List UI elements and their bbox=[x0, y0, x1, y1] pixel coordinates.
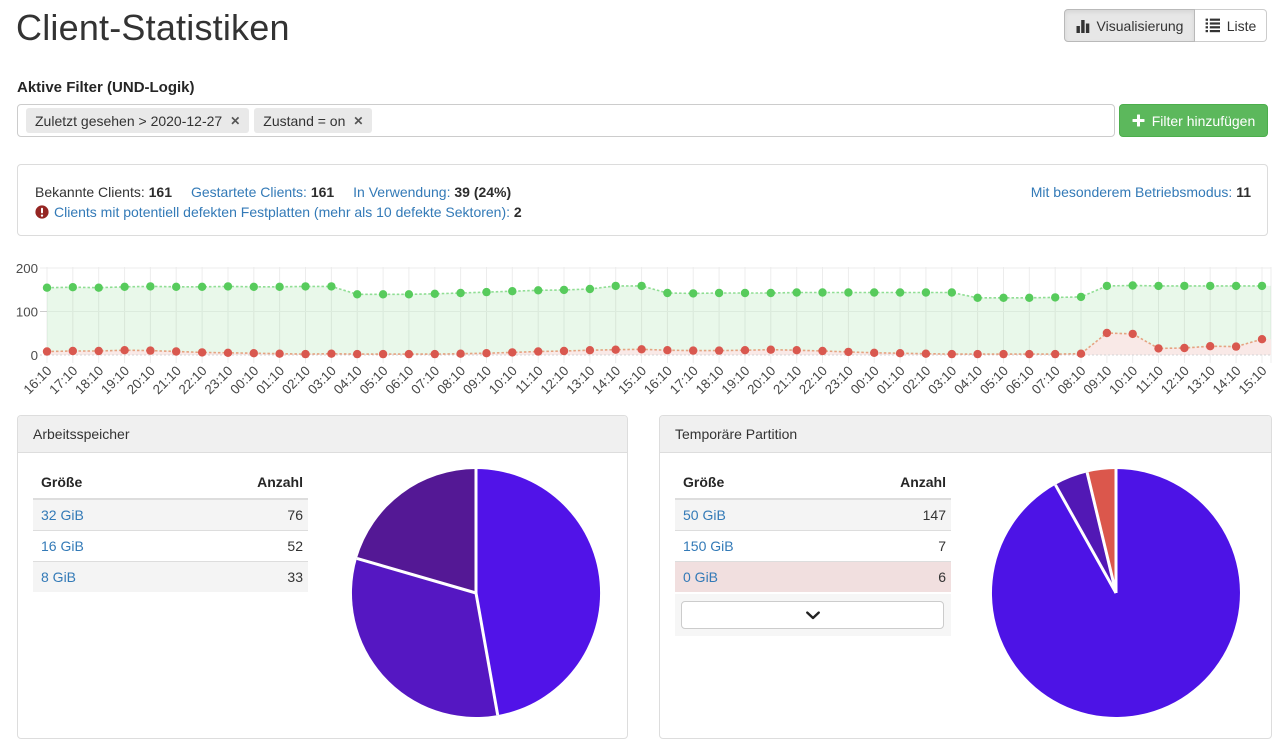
svg-text:04:10: 04:10 bbox=[951, 363, 985, 397]
svg-text:02:10: 02:10 bbox=[279, 363, 313, 397]
svg-text:13:10: 13:10 bbox=[563, 363, 597, 397]
svg-text:10:10: 10:10 bbox=[1106, 363, 1140, 397]
svg-text:17:10: 17:10 bbox=[46, 363, 80, 397]
svg-text:17:10: 17:10 bbox=[667, 363, 701, 397]
svg-text:100: 100 bbox=[16, 304, 38, 319]
svg-text:12:10: 12:10 bbox=[537, 363, 571, 397]
svg-text:12:10: 12:10 bbox=[1158, 363, 1192, 397]
svg-text:06:10: 06:10 bbox=[1003, 363, 1037, 397]
svg-text:11:10: 11:10 bbox=[1133, 363, 1166, 396]
svg-text:23:10: 23:10 bbox=[201, 363, 235, 397]
svg-text:05:10: 05:10 bbox=[357, 363, 391, 397]
svg-text:00:10: 00:10 bbox=[848, 363, 882, 397]
svg-text:0: 0 bbox=[31, 348, 38, 363]
svg-text:04:10: 04:10 bbox=[331, 363, 365, 397]
svg-text:03:10: 03:10 bbox=[305, 363, 339, 397]
svg-text:10:10: 10:10 bbox=[486, 363, 520, 397]
svg-text:03:10: 03:10 bbox=[925, 363, 959, 397]
svg-text:06:10: 06:10 bbox=[382, 363, 416, 397]
svg-text:00:10: 00:10 bbox=[227, 363, 261, 397]
svg-text:14:10: 14:10 bbox=[589, 363, 623, 397]
svg-text:16:10: 16:10 bbox=[641, 363, 675, 397]
svg-text:13:10: 13:10 bbox=[1184, 363, 1218, 397]
svg-text:09:10: 09:10 bbox=[460, 363, 494, 397]
svg-text:08:10: 08:10 bbox=[434, 363, 468, 397]
svg-text:14:10: 14:10 bbox=[1210, 363, 1244, 397]
svg-text:20:10: 20:10 bbox=[744, 363, 778, 397]
svg-text:19:10: 19:10 bbox=[718, 363, 752, 397]
svg-text:21:10: 21:10 bbox=[770, 363, 804, 397]
svg-text:20:10: 20:10 bbox=[124, 363, 158, 397]
svg-text:18:10: 18:10 bbox=[72, 363, 106, 397]
svg-text:15:10: 15:10 bbox=[615, 363, 649, 397]
svg-text:07:10: 07:10 bbox=[408, 363, 442, 397]
svg-text:16:10: 16:10 bbox=[20, 363, 54, 397]
svg-text:01:10: 01:10 bbox=[874, 363, 908, 397]
svg-text:22:10: 22:10 bbox=[176, 363, 210, 397]
svg-text:22:10: 22:10 bbox=[796, 363, 830, 397]
svg-text:01:10: 01:10 bbox=[253, 363, 287, 397]
svg-text:200: 200 bbox=[16, 261, 38, 276]
svg-text:21:10: 21:10 bbox=[150, 363, 184, 397]
svg-text:18:10: 18:10 bbox=[693, 363, 727, 397]
svg-text:15:10: 15:10 bbox=[1235, 363, 1269, 397]
svg-text:05:10: 05:10 bbox=[977, 363, 1011, 397]
svg-text:23:10: 23:10 bbox=[822, 363, 856, 397]
svg-text:07:10: 07:10 bbox=[1029, 363, 1063, 397]
svg-text:08:10: 08:10 bbox=[1054, 363, 1088, 397]
svg-text:09:10: 09:10 bbox=[1080, 363, 1114, 397]
svg-text:19:10: 19:10 bbox=[98, 363, 132, 397]
svg-text:02:10: 02:10 bbox=[899, 363, 933, 397]
svg-text:11:10: 11:10 bbox=[512, 363, 545, 396]
